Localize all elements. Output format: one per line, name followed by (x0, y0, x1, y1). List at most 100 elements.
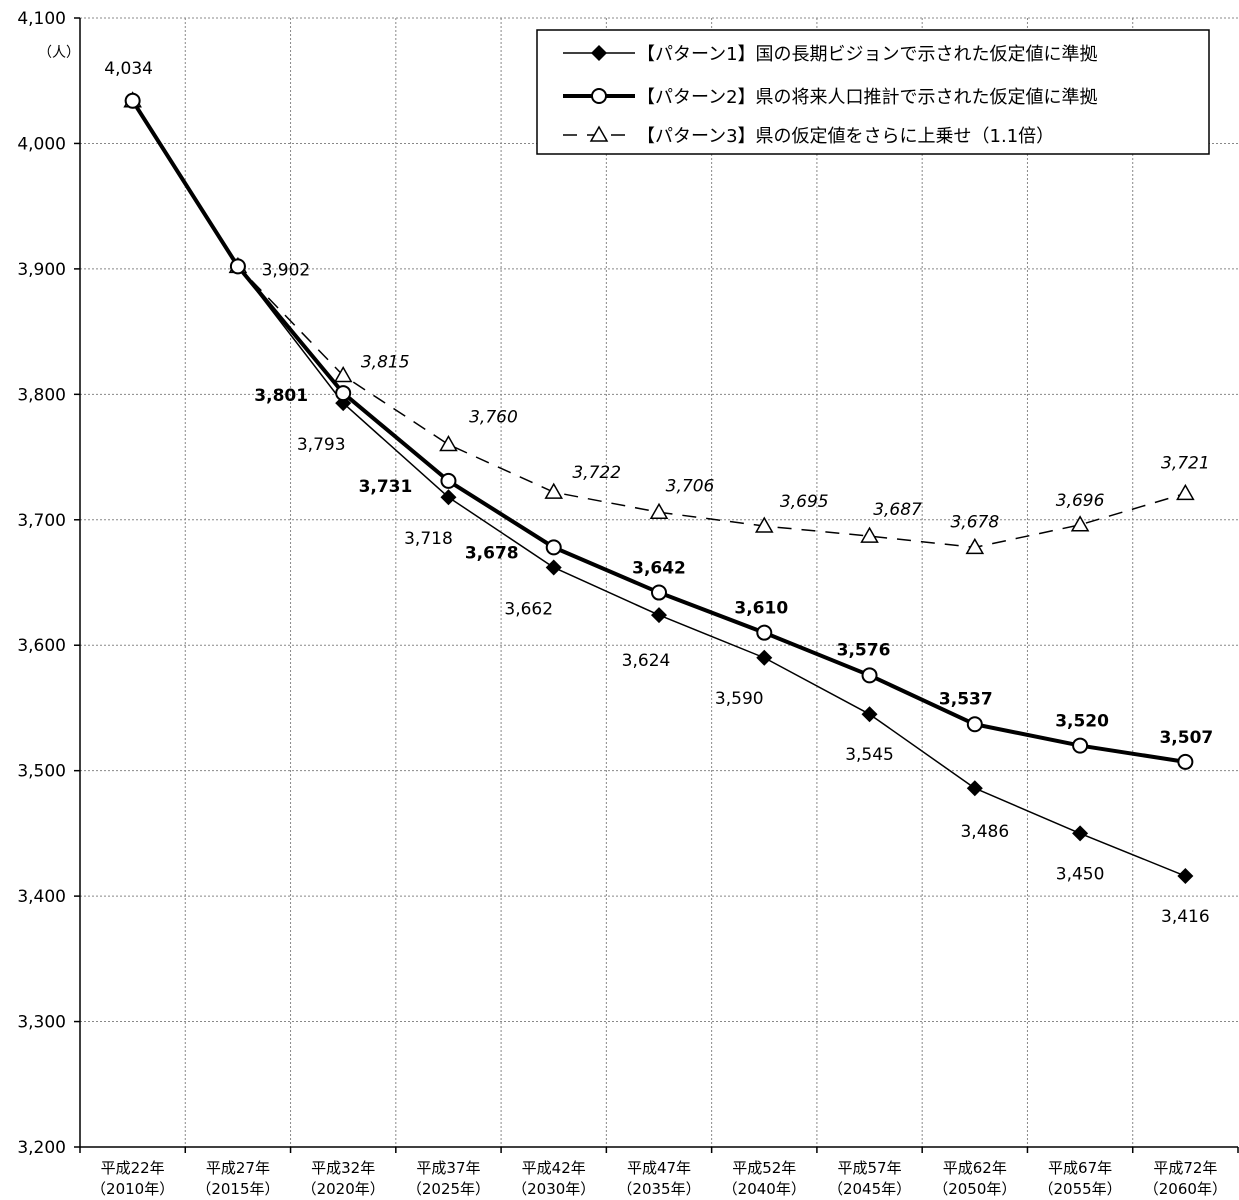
x-tick-label: 平成47年 (627, 1159, 691, 1177)
legend-item-2: 【パターン2】県の将来人口推計で示された仮定値に準拠 (563, 87, 1098, 108)
legend-item-1: 【パターン1】国の長期ビジョンで示された仮定値に準拠 (563, 44, 1098, 65)
series-3-point (965, 537, 985, 555)
x-tick-label-year: （2060年） (1144, 1180, 1227, 1198)
series-2-point (1177, 753, 1194, 770)
data-label-series-1: 3,793 (297, 435, 346, 455)
data-label-series-2: 3,520 (1055, 712, 1109, 732)
series-3-point (860, 526, 879, 543)
x-tick-label: 平成27年 (206, 1159, 270, 1177)
series-3-point (439, 434, 458, 452)
series-3-point (1070, 515, 1090, 532)
series-3-point (1176, 483, 1195, 501)
y-tick-label: 3,800 (17, 385, 66, 405)
series-group (123, 91, 1195, 885)
x-tick-label-year: （2050年） (933, 1180, 1016, 1198)
series-2-point (861, 667, 878, 684)
data-label-series-3: 3,687 (873, 500, 922, 520)
data-label-series-2: 3,731 (359, 477, 413, 497)
x-tick-label: 平成32年 (311, 1159, 375, 1177)
series-2-point (651, 584, 667, 601)
data-label-series-2: 3,678 (465, 543, 519, 563)
x-tick-label-year: （2040年） (723, 1180, 806, 1198)
x-tick-label-year: （2010年） (91, 1180, 174, 1198)
data-label-series-2: 3,801 (254, 386, 308, 406)
series-2-point (124, 92, 141, 109)
series-2-point (756, 624, 773, 641)
data-label-series-2: 3,576 (837, 640, 891, 660)
data-label-series-2: 3,507 (1159, 728, 1213, 748)
data-label-series-1: 3,590 (715, 689, 764, 709)
y-tick-label: 3,300 (17, 1013, 66, 1033)
data-label-series-1: 3,486 (960, 822, 1009, 842)
data-label-series-1: 3,902 (262, 260, 311, 280)
y-tick-label: 3,600 (17, 636, 66, 656)
x-tick-label-year: （2035年） (617, 1180, 700, 1198)
series-1-point (1177, 868, 1194, 885)
y-tick-label: 4,100 (17, 9, 66, 29)
x-tick-label-year: （2045年） (828, 1180, 911, 1198)
series-3-point (649, 502, 669, 520)
data-label-series-2: 3,642 (632, 559, 686, 579)
data-label-series-1: 3,624 (622, 651, 671, 671)
legend-label-3: 【パターン3】県の仮定値をさらに上乗せ（1.1倍） (637, 126, 1054, 147)
series-1-point (440, 489, 457, 506)
series-1-point (651, 607, 667, 624)
series-1-point (756, 649, 773, 666)
data-label-series-3: 3,721 (1161, 453, 1210, 473)
diamond-marker-icon (591, 45, 607, 61)
y-unit-label: （人） (38, 45, 80, 61)
x-tick-label: 平成52年 (732, 1159, 796, 1177)
y-tick-label: 3,400 (17, 887, 66, 907)
data-label-series-1: 3,718 (404, 529, 453, 549)
data-label-series-3: 3,695 (780, 492, 829, 512)
data-label-series-3: 3,678 (950, 512, 999, 532)
x-tick-label: 平成62年 (943, 1159, 1007, 1177)
series-1-point (1072, 825, 1089, 842)
x-tick-label: 平成72年 (1153, 1159, 1217, 1177)
x-tick-label: 平成57年 (837, 1159, 901, 1177)
data-label-series-1: 4,034 (104, 59, 153, 79)
legend-label-2: 【パターン2】県の将来人口推計で示された仮定値に準拠 (637, 87, 1098, 108)
circle-marker-icon (591, 88, 607, 104)
y-tick-label: 3,200 (17, 1138, 66, 1158)
y-tick-label: 3,700 (17, 511, 66, 531)
series-2-point (229, 258, 246, 275)
series-3-point (754, 516, 774, 533)
x-tick-label: 平成37年 (416, 1159, 480, 1177)
y-tick-label: 3,900 (17, 260, 66, 280)
data-label-series-3: 3,706 (666, 476, 715, 496)
series-3-point (544, 482, 564, 499)
series-3-point (333, 366, 353, 383)
x-tick-label-year: （2015年） (196, 1180, 279, 1198)
legend: 【パターン1】国の長期ビジョンで示された仮定値に準拠 【パターン2】県の将来人口… (536, 29, 1210, 155)
data-label-series-1: 3,416 (1161, 907, 1210, 927)
data-label-series-3: 3,760 (469, 408, 518, 428)
x-tick-label: 平成42年 (522, 1159, 586, 1177)
data-label-series-3: 3,815 (361, 353, 410, 373)
y-tick-label: 4,000 (17, 134, 66, 154)
grid-lines (80, 17, 1238, 1148)
x-tick-labels: 平成22年 （2010年） 平成27年 （2015年） 平成32年 （2020年） 平成37… (91, 1159, 1227, 1198)
data-label-series-2: 3,537 (939, 689, 993, 709)
x-tick-label-year: （2020年） (302, 1180, 385, 1198)
data-label-series-3: 3,696 (1056, 491, 1105, 511)
legend-label-1: 【パターン1】国の長期ビジョンで示された仮定値に準拠 (637, 44, 1098, 65)
series-2-point (1072, 737, 1089, 754)
x-tick-label-year: （2030年） (512, 1180, 595, 1198)
series-1-point (545, 559, 562, 576)
series-2-point (440, 472, 457, 489)
x-tick-label-year: （2055年） (1038, 1180, 1121, 1198)
y-tick-labels: 3,200 3,300 3,400 3,500 3,600 3,700 3,800 3,900… (17, 9, 66, 1158)
data-label-series-1: 3,450 (1056, 864, 1105, 884)
axes (74, 17, 1239, 1153)
x-tick-label-year: （2025年） (407, 1180, 490, 1198)
series-1-point (966, 780, 983, 797)
x-tick-label: 平成67年 (1048, 1159, 1112, 1177)
data-label-series-3: 3,722 (572, 463, 621, 483)
data-label-series-1: 3,545 (845, 745, 894, 765)
x-tick-label: 平成22年 (101, 1159, 165, 1177)
data-label-series-2: 3,610 (734, 599, 788, 619)
legend-item-3: 【パターン3】県の仮定値をさらに上乗せ（1.1倍） (563, 125, 1054, 147)
triangle-marker-icon (589, 125, 609, 142)
